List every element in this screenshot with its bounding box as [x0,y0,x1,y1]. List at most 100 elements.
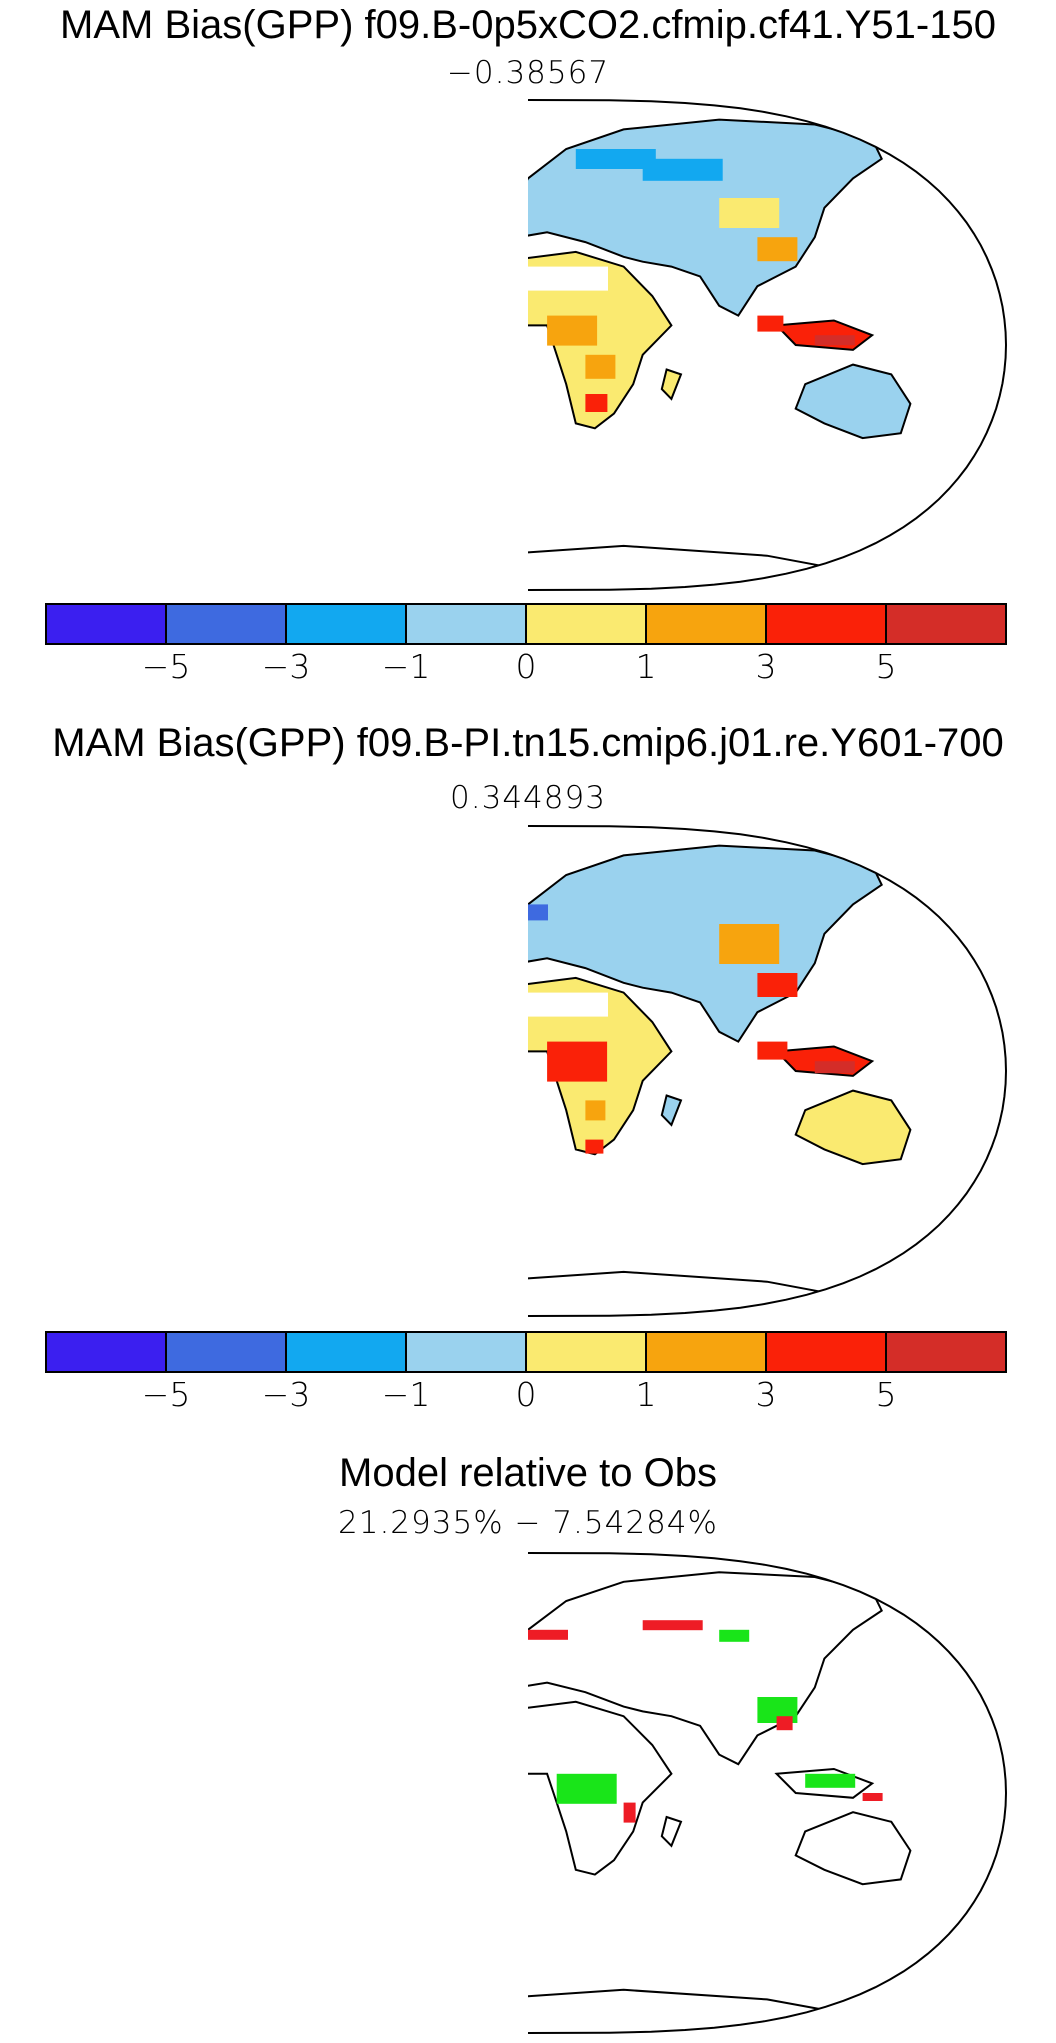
data-patch [203,1639,233,1663]
data-patch [585,394,608,412]
data-patch [528,904,548,921]
data-patch [805,1773,856,1788]
data-patch [719,924,780,964]
data-patch [833,384,868,405]
data-patch [776,1716,793,1731]
data-patch [642,884,723,907]
data-patch [260,983,278,1003]
panel-2-map [127,825,1008,1317]
colorbar-tick-label: 0 [516,1375,537,1414]
data-patch [862,1793,883,1801]
panel-2-title: MAM Bias(GPP) f09.B-PI.tn15.cmip6.j01.re… [52,721,1004,765]
colorbar-swatch [165,603,287,645]
colorbar-tick-label: −5 [142,1375,191,1414]
land-madagascar [660,1815,683,1848]
data-patch [528,992,608,1017]
colorbar-tick-label: 1 [636,647,657,686]
data-patch [308,1793,368,1833]
data-patch [346,1860,360,1890]
colorbar-swatch [765,1331,887,1373]
panel-3-percent-summary: 21.2935% − 7.54284% [338,1505,718,1541]
panel-1-title: MAM Bias(GPP) f09.B-0p5xCO2.cfmip.cf41.Y… [60,3,996,47]
data-patch [165,178,205,196]
land-antarctica [528,1988,876,2033]
land-greenland [385,1563,490,1611]
colorbar-swatch [765,603,887,645]
data-patch [575,149,656,169]
colorbar-swatch [285,603,407,645]
colorbar-tick-label: −5 [142,647,191,686]
land-greenland [385,110,490,159]
data-patch [260,276,274,288]
panel-1-mean-value: −0.38567 [446,55,610,91]
data-patch [528,266,608,291]
colorbar-tick-label: 1 [636,1375,657,1414]
data-patch [757,315,784,332]
data-patch [327,453,341,483]
colorbar-swatch [165,1331,287,1373]
land-greenland [385,836,490,885]
colorbar-tick-label: 0 [516,647,537,686]
data-patch [814,335,855,346]
data-patch [585,1100,606,1121]
land-south-america [279,1042,442,1218]
data-patch [327,1812,341,1832]
land-australia [794,1811,912,1886]
colorbar-tick-label: 5 [876,1375,897,1414]
colorbar-tick-label: −3 [262,647,311,686]
colorbar-tick-label: 3 [756,647,777,686]
land-south-america [279,1764,442,1937]
data-patch [193,1649,201,1679]
data-patch [585,354,616,379]
data-patch [241,247,263,263]
data-patch [337,1831,357,1851]
colorbar-swatch [45,1331,167,1373]
panel-2-mean-value: 0.344893 [450,780,606,816]
colorbar-tick-label: −1 [382,1375,431,1414]
colorbar-tick-label: 5 [876,647,897,686]
data-patch [833,1110,874,1135]
data-patch [719,198,780,228]
colorbar-tick-label: 3 [756,1375,777,1414]
map-boundary [527,825,1008,1317]
data-patch [556,1773,617,1804]
data-patch [346,370,386,398]
data-patch [318,1120,348,1160]
data-patch [528,1629,568,1640]
land-north-america [127,855,395,1046]
colorbar-tick-label: −1 [382,647,431,686]
map-boundary [527,99,1008,591]
land-north-america [127,129,395,320]
data-patch [757,237,798,262]
colorbar-swatch [285,1331,407,1373]
data-patch [318,404,348,434]
data-patch [585,1139,604,1154]
land-antarctica [528,544,876,590]
colorbar-swatch [645,603,767,645]
colorbar-swatch [885,1331,1007,1373]
colorbar-tick-label: −3 [262,1375,311,1414]
map-boundary [527,1552,1008,2034]
data-patch [308,335,368,365]
land-antarctica [528,1270,876,1316]
data-patch [327,1189,341,1213]
colorbar-swatch [525,1331,647,1373]
data-patch [366,1071,396,1095]
panel-3-title: Model relative to Obs [339,1451,717,1495]
colorbar-swatch [45,603,167,645]
panel-1-map [127,99,1008,591]
panel-3-map [193,1552,1008,2034]
data-patch [299,1061,359,1095]
data-patch [299,1022,311,1036]
colorbar-swatch [885,603,1007,645]
data-patch [289,1659,303,1671]
land-madagascar [660,1094,683,1127]
data-patch [757,973,798,997]
data-patch [203,218,233,238]
colorbar-swatch [645,1331,767,1373]
data-patch [232,1678,272,1708]
data-patch [623,1802,636,1823]
colorbar-swatch [525,603,647,645]
data-patch [814,1061,855,1074]
data-patch [719,1629,750,1642]
